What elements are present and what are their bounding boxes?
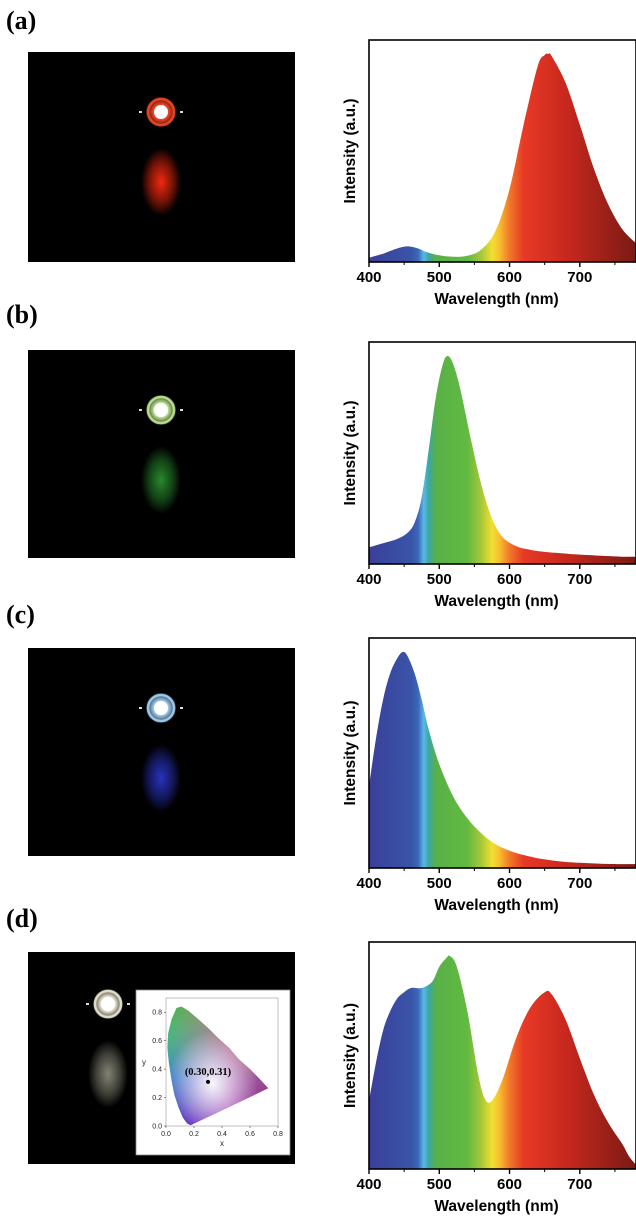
cie-xtick-label: 0.4 (217, 1131, 227, 1138)
cie-xtick-label: 0.8 (273, 1131, 283, 1138)
plot-frame (368, 941, 636, 1170)
cie-xtick-label: 0.6 (245, 1131, 255, 1138)
led-reflection (141, 148, 181, 216)
spectrum-area (369, 651, 636, 868)
cie-ylabel: y (142, 1058, 146, 1067)
led-chip (86, 989, 130, 1019)
x-tick-label: 500 (427, 571, 452, 588)
x-tick-label: 700 (567, 1176, 592, 1193)
panel-label-d: (d) (6, 904, 38, 933)
x-tick-label: 500 (427, 875, 452, 892)
x-tick-label: 400 (356, 571, 381, 588)
x-tick-label: 700 (567, 875, 592, 892)
cie-ytick-label: 0.4 (152, 1067, 162, 1074)
spectrum-chart-red: 400 500 600 700 Wavelength (nm) Intensity (a.… (326, 38, 636, 310)
spectrum-chart-green: 400 500 600 700 Wavelength (nm) Intensity (a.… (326, 340, 636, 612)
x-tick-label: 600 (497, 269, 522, 286)
cie-xtick-label: 0.2 (189, 1131, 199, 1138)
cie-ytick-label: 0.2 (152, 1095, 162, 1102)
x-axis-label: Wavelength (nm) (434, 1198, 558, 1215)
panel-label-c: (c) (6, 600, 35, 629)
spectrum-area (369, 955, 636, 1169)
cie-inset: 0.0 0.2 0.4 0.6 0.8 0.0 0.2 0.4 0.6 0.8 x y (0.30,0.… (135, 989, 291, 1156)
x-axis-label: Wavelength (nm) (434, 593, 558, 610)
y-axis-label: Intensity (a.u.) (342, 700, 359, 805)
cie-ytick-label: 0.0 (152, 1124, 162, 1131)
x-tick-label: 400 (356, 1176, 381, 1193)
led-chip (139, 395, 183, 425)
led-photo-blue (28, 648, 295, 856)
cie-xlabel: x (220, 1139, 224, 1148)
cie-point (206, 1079, 210, 1084)
led-chip (139, 97, 183, 127)
x-tick-label: 700 (567, 571, 592, 588)
spectrum-area (369, 53, 636, 262)
x-axis-label: Wavelength (nm) (434, 291, 558, 308)
x-axis-label: Wavelength (nm) (434, 897, 558, 914)
cie-ytick-label: 0.8 (152, 1010, 162, 1017)
x-tick-label: 500 (427, 269, 452, 286)
x-tick-label: 700 (567, 269, 592, 286)
y-axis-label: Intensity (a.u.) (342, 1003, 359, 1108)
spectrum-chart-blue: 400 500 600 700 Wavelength (nm) Intensity (a.… (326, 636, 636, 916)
led-chip (139, 693, 183, 723)
x-tick-label: 400 (356, 269, 381, 286)
cie-ytick-label: 0.6 (152, 1038, 162, 1045)
panel-label-a: (a) (6, 6, 37, 35)
x-tick-label: 500 (427, 1176, 452, 1193)
x-tick-label: 600 (497, 875, 522, 892)
cie-point-label: (0.30,0.31) (185, 1067, 232, 1078)
y-axis-label: Intensity (a.u.) (342, 400, 359, 505)
panel-label-b: (b) (6, 300, 38, 329)
x-tick-label: 600 (497, 1176, 522, 1193)
spectrum-chart-white: 400 500 600 700 Wavelength (nm) Intensity (a.… (326, 940, 636, 1217)
led-reflection (141, 744, 181, 812)
led-photo-white: 0.0 0.2 0.4 0.6 0.8 0.0 0.2 0.4 0.6 0.8 x y (0.30,0.… (28, 952, 295, 1164)
y-axis-label: Intensity (a.u.) (342, 98, 359, 203)
led-reflection (141, 446, 181, 514)
plot-frame (368, 637, 636, 869)
x-tick-label: 400 (356, 875, 381, 892)
spectrum-area (369, 356, 636, 564)
cie-xtick-label: 0.0 (161, 1131, 171, 1138)
led-photo-green (28, 350, 295, 558)
plot-frame (368, 341, 636, 565)
led-reflection (88, 1040, 128, 1108)
x-tick-label: 600 (497, 571, 522, 588)
led-photo-red (28, 52, 295, 262)
plot-frame (368, 39, 636, 263)
